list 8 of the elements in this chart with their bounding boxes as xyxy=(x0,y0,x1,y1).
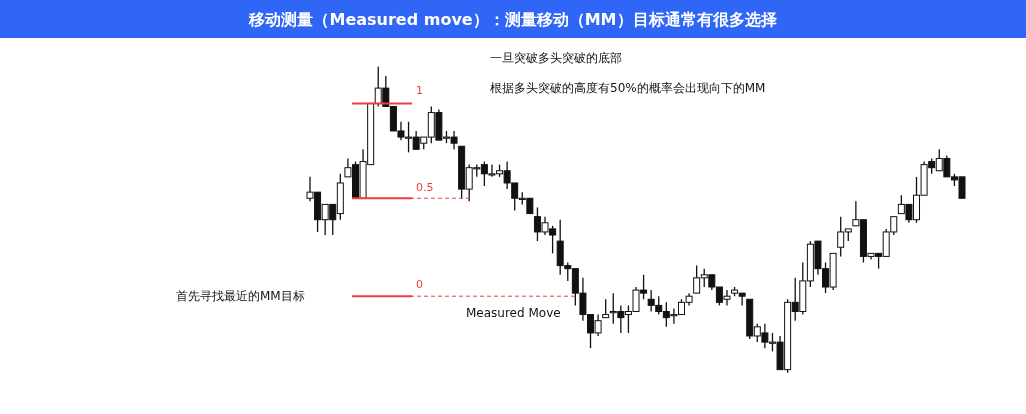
annotation: 根据多头突破的高度有50%的概率会出现向下的MM xyxy=(490,81,766,95)
text: 一旦突破多头突破的底部 xyxy=(490,51,622,65)
annotation: 1 xyxy=(416,84,423,97)
chart-title: 移动测量（Measured move）：测量移动（MM）目标通常有很多选择 xyxy=(248,10,777,29)
annotation: 0 xyxy=(416,278,423,291)
annotation: Measured Move xyxy=(466,306,561,320)
text: 首先寻找最近的MM目标 xyxy=(176,289,305,303)
annotation: 0.5 xyxy=(416,181,434,194)
